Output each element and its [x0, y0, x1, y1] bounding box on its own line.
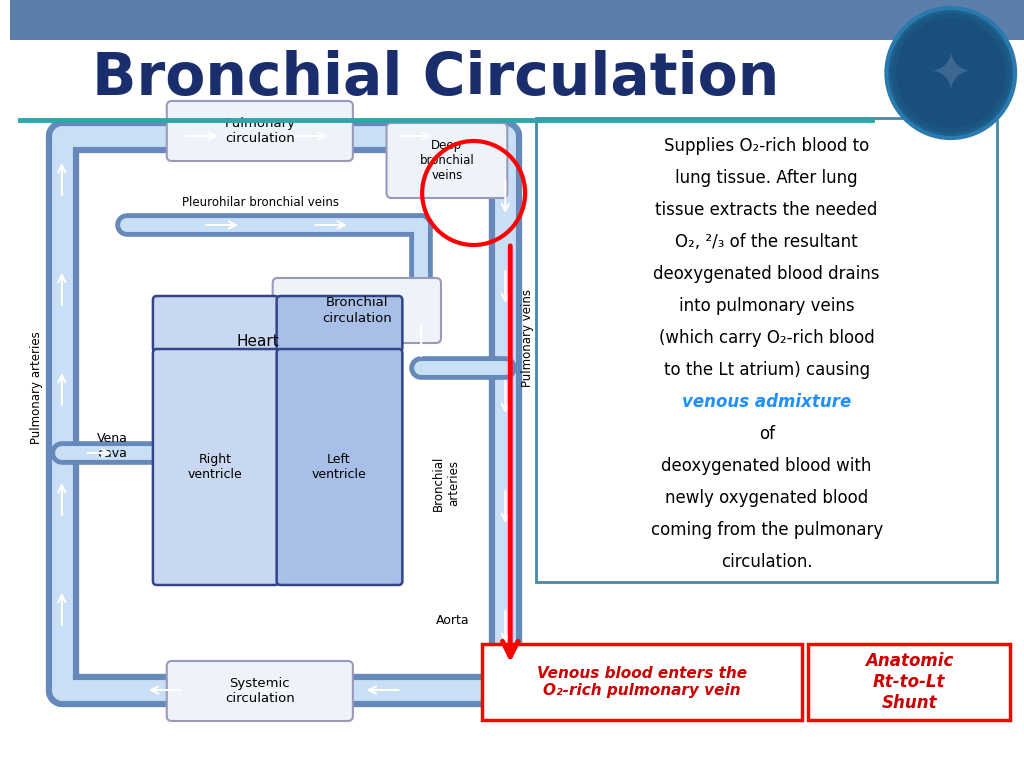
Text: Aorta: Aorta: [436, 614, 470, 627]
Text: Bronchial
arteries: Bronchial arteries: [432, 455, 460, 511]
FancyBboxPatch shape: [167, 101, 353, 161]
Text: into pulmonary veins: into pulmonary veins: [679, 297, 854, 315]
FancyBboxPatch shape: [276, 296, 402, 352]
Text: lung tissue. After lung: lung tissue. After lung: [675, 169, 858, 187]
Text: Systemic
circulation: Systemic circulation: [225, 677, 295, 705]
FancyBboxPatch shape: [386, 123, 507, 198]
FancyBboxPatch shape: [808, 644, 1010, 720]
Text: Bronchial
circulation: Bronchial circulation: [322, 296, 392, 325]
Text: O₂, ²/₃ of the resultant: O₂, ²/₃ of the resultant: [675, 233, 858, 251]
Text: to the Lt atrium) causing: to the Lt atrium) causing: [664, 361, 869, 379]
Text: Pulmonary
circulation: Pulmonary circulation: [224, 117, 295, 145]
FancyBboxPatch shape: [167, 661, 353, 721]
Text: newly oxygenated blood: newly oxygenated blood: [665, 489, 868, 507]
Text: Pulmonary veins: Pulmonary veins: [520, 289, 534, 387]
Text: deoxygenated blood drains: deoxygenated blood drains: [653, 265, 880, 283]
Text: Heart: Heart: [237, 335, 280, 349]
FancyBboxPatch shape: [276, 349, 402, 585]
Text: ✦: ✦: [929, 49, 973, 101]
Text: Bronchial Circulation: Bronchial Circulation: [92, 49, 779, 107]
Text: Pleurohilar bronchial veins: Pleurohilar bronchial veins: [182, 197, 339, 210]
Text: Anatomic
Rt-to-Lt
Shunt: Anatomic Rt-to-Lt Shunt: [865, 652, 953, 712]
FancyBboxPatch shape: [272, 278, 441, 343]
Text: Right
ventricle: Right ventricle: [187, 453, 243, 481]
Text: circulation.: circulation.: [721, 553, 812, 571]
Circle shape: [891, 13, 1010, 133]
FancyBboxPatch shape: [153, 296, 279, 352]
Text: Left
ventricle: Left ventricle: [311, 453, 367, 481]
Circle shape: [896, 18, 1006, 128]
Text: Pulmonary arteries: Pulmonary arteries: [30, 332, 43, 445]
Text: deoxygenated blood with: deoxygenated blood with: [662, 457, 871, 475]
Circle shape: [887, 8, 1015, 138]
Text: Vena
cava: Vena cava: [97, 432, 128, 460]
Text: of: of: [759, 425, 774, 443]
Text: Supplies O₂-rich blood to: Supplies O₂-rich blood to: [664, 137, 869, 155]
Text: coming from the pulmonary: coming from the pulmonary: [650, 521, 883, 539]
FancyBboxPatch shape: [481, 644, 802, 720]
Text: Venous blood enters the
O₂-rich pulmonary vein: Venous blood enters the O₂-rich pulmonar…: [537, 666, 746, 698]
FancyBboxPatch shape: [153, 349, 279, 585]
FancyBboxPatch shape: [536, 118, 997, 582]
Text: Deep
bronchial
veins: Deep bronchial veins: [420, 139, 474, 182]
Text: tissue extracts the needed: tissue extracts the needed: [655, 201, 878, 219]
Text: venous admixture: venous admixture: [682, 393, 851, 411]
Bar: [10, 0, 1024, 40]
Text: (which carry O₂-rich blood: (which carry O₂-rich blood: [658, 329, 874, 347]
